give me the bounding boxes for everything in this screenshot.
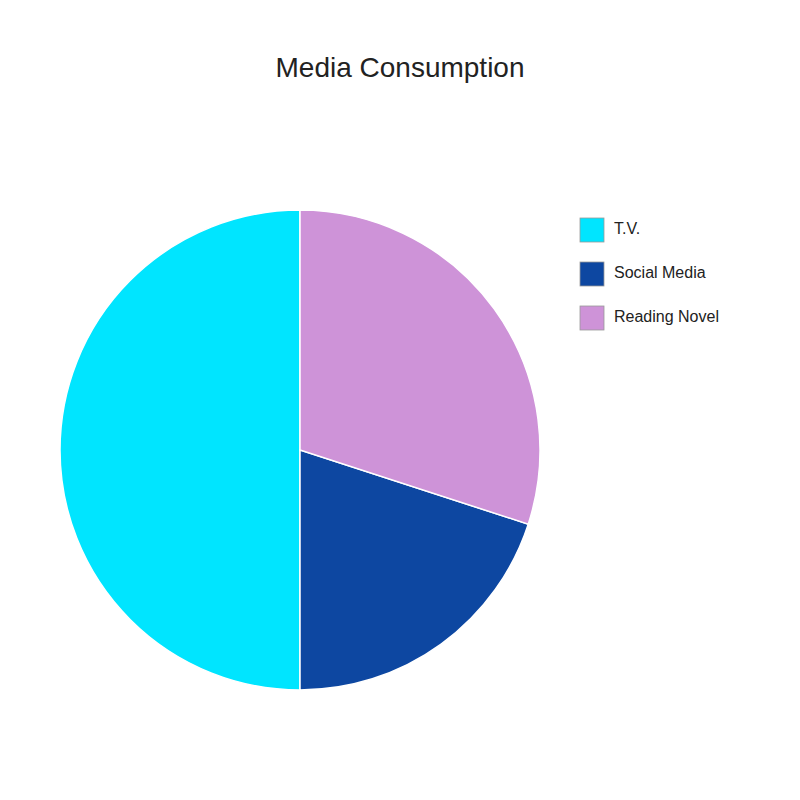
legend-label: Social Media [614,264,706,281]
slice [60,210,300,690]
legend-item: Reading Novel [580,306,719,330]
legend-swatch [580,218,604,242]
title: Media Consumption [275,52,524,83]
chart: Media Consumption T.V. Social Media Reading… [0,0,800,800]
legend: T.V. Social Media Reading Novel [580,218,719,330]
legend-item: Social Media [580,262,706,286]
legend-swatch [580,262,604,286]
legend-swatch [580,306,604,330]
legend-label: Reading Novel [614,308,719,325]
slice [300,210,540,524]
pie [60,210,540,690]
legend-item: T.V. [580,218,640,242]
legend-label: T.V. [614,220,640,237]
